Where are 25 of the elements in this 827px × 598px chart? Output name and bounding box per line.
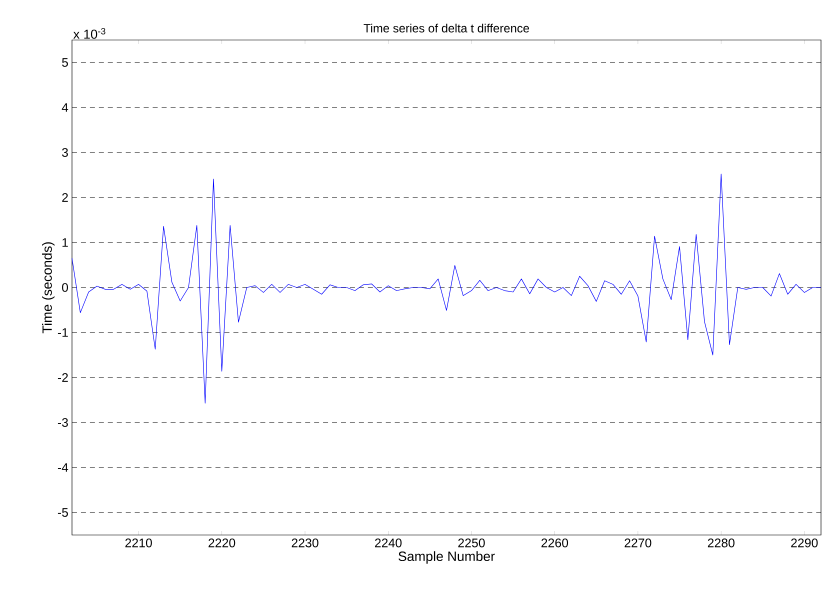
x-tick-label: 2290 <box>791 538 818 548</box>
y-tick-label: -5 <box>58 508 68 517</box>
y-tick-label: 1 <box>62 238 68 247</box>
text: x 10$^{-3}$ <box>73 28 106 39</box>
chart-title: Time series of delta t difference <box>364 24 530 32</box>
y-axis-title: Time (seconds) <box>42 242 55 334</box>
x-tick-label: 2260 <box>541 538 568 548</box>
y-tick-label: -2 <box>58 373 68 382</box>
x-tick-label: 2210 <box>125 538 152 548</box>
x-tick-label: 2230 <box>292 538 318 548</box>
x-tick-label: 2250 <box>458 538 485 548</box>
y-tick-label: -1 <box>58 328 68 337</box>
x-tick-label: 2240 <box>375 538 402 548</box>
y-tick-label: 4 <box>62 103 68 112</box>
x-tick-label: 2270 <box>624 538 652 548</box>
x-axis-title: Sample Number <box>398 551 495 564</box>
y-tick-label: -4 <box>58 463 68 472</box>
y-tick-label: -3 <box>58 418 68 427</box>
y-tick-label: 5 <box>62 58 68 67</box>
y-tick-label: 0 <box>62 283 68 292</box>
x-tick-label: 2280 <box>708 538 734 548</box>
x-tick-label: 2220 <box>208 538 236 548</box>
line-series <box>72 174 822 404</box>
y-tick-label: 2 <box>62 193 68 202</box>
y-tick-label: 3 <box>62 148 68 157</box>
